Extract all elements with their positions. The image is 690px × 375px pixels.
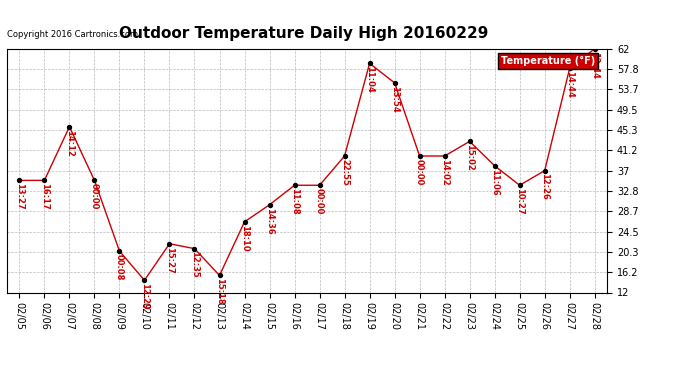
Point	[114, 248, 125, 254]
Point	[364, 60, 375, 66]
Text: 14:36: 14:36	[265, 207, 274, 234]
Text: 15:02: 15:02	[465, 144, 474, 171]
Text: Temperature (°F): Temperature (°F)	[501, 56, 595, 66]
Text: 10:27: 10:27	[515, 188, 524, 214]
Text: 15:27: 15:27	[165, 246, 174, 273]
Point	[139, 278, 150, 284]
Point	[464, 138, 475, 144]
Text: 00:00: 00:00	[415, 159, 424, 185]
Point	[214, 272, 225, 278]
Point	[164, 241, 175, 247]
Text: 13:54: 13:54	[390, 86, 399, 112]
Point	[489, 163, 500, 169]
Point	[239, 219, 250, 225]
Text: 15:18: 15:18	[215, 278, 224, 305]
Point	[289, 182, 300, 188]
Text: 22:55: 22:55	[340, 159, 349, 186]
Text: 12:29: 12:29	[140, 283, 149, 310]
Point	[264, 202, 275, 208]
Point	[414, 153, 425, 159]
Point	[314, 182, 325, 188]
Point	[439, 153, 450, 159]
Text: 12:26: 12:26	[540, 173, 549, 200]
Point	[564, 65, 575, 71]
Text: 14:02: 14:02	[440, 159, 449, 186]
Text: 13:27: 13:27	[15, 183, 24, 210]
Text: Outdoor Temperature Daily High 20160229: Outdoor Temperature Daily High 20160229	[119, 26, 489, 41]
Point	[514, 182, 525, 188]
Text: 14:12: 14:12	[65, 129, 74, 156]
Point	[89, 177, 100, 183]
Text: 11:06: 11:06	[490, 168, 499, 195]
Text: Copyright 2016 Cartronics.com: Copyright 2016 Cartronics.com	[7, 30, 138, 39]
Point	[339, 153, 350, 159]
Text: 11:08: 11:08	[290, 188, 299, 214]
Text: 14:44: 14:44	[565, 71, 574, 98]
Text: 16:17: 16:17	[40, 183, 49, 210]
Text: 00:08: 00:08	[115, 254, 124, 280]
Point	[189, 246, 200, 252]
Point	[589, 46, 600, 52]
Text: 11:04: 11:04	[365, 66, 374, 93]
Text: 00:00: 00:00	[90, 183, 99, 210]
Text: 18:10: 18:10	[240, 225, 249, 251]
Point	[14, 177, 25, 183]
Text: 12:35: 12:35	[190, 251, 199, 278]
Point	[389, 80, 400, 86]
Point	[39, 177, 50, 183]
Text: 00:00: 00:00	[315, 188, 324, 214]
Point	[64, 124, 75, 130]
Point	[539, 168, 550, 174]
Text: 12:44: 12:44	[590, 51, 599, 78]
